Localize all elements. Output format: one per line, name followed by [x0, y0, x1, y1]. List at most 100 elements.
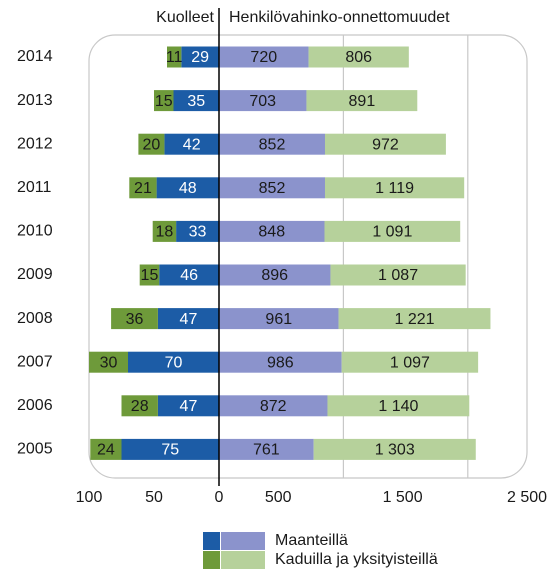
x-tick-label: 100: [76, 489, 103, 506]
bar-left: [121, 395, 158, 417]
bar-left: [176, 220, 219, 242]
value-label: 1 091: [372, 224, 412, 241]
y-tick-label: 2006: [17, 397, 53, 414]
y-tick-label: 2013: [17, 92, 53, 109]
y-tick-label: 2008: [17, 310, 53, 327]
value-label: 852: [259, 180, 286, 197]
bar-left: [173, 90, 219, 112]
bar-left: [111, 308, 158, 330]
y-tick-label: 2011: [17, 179, 52, 196]
value-label: 872: [260, 398, 287, 415]
y-tick-label: 2012: [17, 135, 53, 152]
bar-right: [219, 46, 309, 68]
x-tick-label: 50: [145, 489, 163, 506]
value-label: 46: [180, 267, 198, 284]
right-title: Henkilövahinko-onnettomuudet: [229, 9, 450, 26]
bar-left: [167, 46, 182, 68]
bar-right: [219, 308, 339, 330]
bar-right: [313, 438, 476, 460]
value-label: 15: [141, 267, 159, 284]
legend-swatch: [203, 551, 220, 569]
y-tick-label: 2005: [17, 441, 53, 458]
value-label: 47: [180, 311, 198, 328]
bar-right: [338, 308, 491, 330]
value-label: 1 221: [394, 311, 434, 328]
bar-right: [327, 395, 470, 417]
bar-right: [219, 395, 328, 417]
value-label: 75: [161, 442, 179, 459]
y-tick-label: 2007: [17, 353, 53, 370]
x-tick-label: 500: [265, 489, 292, 506]
bar-right: [308, 46, 409, 68]
bar-right: [341, 351, 479, 373]
value-label: 70: [165, 354, 183, 371]
bar-right: [219, 133, 325, 155]
bar-left: [89, 351, 128, 373]
y-tick-label: 2010: [17, 223, 53, 240]
value-label: 703: [249, 93, 276, 110]
value-label: 972: [372, 136, 399, 153]
bar-right: [219, 90, 307, 112]
value-label: 891: [349, 93, 376, 110]
value-label: 42: [183, 136, 201, 153]
value-label: 48: [179, 180, 197, 197]
bar-right: [324, 177, 465, 199]
bar-left: [138, 133, 165, 155]
bar-left: [152, 220, 177, 242]
legend-label: Kaduilla ja yksityisteillä: [275, 551, 438, 568]
bar-right: [306, 90, 418, 112]
bar-right: [330, 264, 466, 286]
bar-left: [157, 308, 219, 330]
bar-left: [139, 264, 160, 286]
value-label: 24: [97, 442, 115, 459]
value-label: 1 087: [378, 267, 418, 284]
value-label: 47: [180, 398, 198, 415]
legend-label: Maanteillä: [275, 532, 348, 549]
value-label: 896: [261, 267, 288, 284]
bar-right: [219, 220, 325, 242]
bar-right: [219, 438, 314, 460]
value-label: 30: [100, 354, 118, 371]
value-label: 29: [191, 49, 209, 66]
bar-right: [219, 177, 325, 199]
value-label: 33: [189, 224, 207, 241]
value-label: 852: [259, 136, 286, 153]
bar-right: [219, 264, 331, 286]
value-label: 848: [258, 224, 285, 241]
value-label: 1 140: [378, 398, 418, 415]
bar-left: [90, 438, 122, 460]
value-label: 986: [267, 354, 294, 371]
value-label: 21: [134, 180, 152, 197]
x-tick-label: 0: [215, 489, 224, 506]
bar-left: [121, 438, 219, 460]
bar-right: [219, 351, 342, 373]
bar-left: [181, 46, 219, 68]
left-title: Kuolleet: [156, 9, 214, 26]
y-tick-label: 2014: [17, 48, 53, 65]
y-tick-label: 2009: [17, 266, 53, 283]
value-label: 20: [143, 136, 161, 153]
value-label: 1 097: [390, 354, 430, 371]
value-label: 1 119: [375, 180, 414, 197]
value-label: 18: [156, 224, 174, 241]
value-label: 961: [265, 311, 292, 328]
value-label: 36: [126, 311, 144, 328]
value-label: 1 303: [375, 442, 415, 459]
bar-left: [164, 133, 219, 155]
plot-frame: [88, 34, 528, 479]
value-label: 11: [166, 49, 183, 66]
bar-right: [324, 220, 461, 242]
bar-right: [324, 133, 446, 155]
x-tick-label: 2 500: [507, 489, 547, 506]
value-label: 15: [155, 93, 173, 110]
bar-left: [128, 351, 219, 373]
value-label: 35: [187, 93, 205, 110]
bar-left: [159, 264, 219, 286]
legend-swatch: [203, 532, 220, 550]
bar-left: [154, 90, 174, 112]
legend-swatch: [221, 532, 265, 550]
bar-left: [157, 395, 219, 417]
value-label: 761: [253, 442, 280, 459]
x-tick-label: 1 500: [383, 489, 423, 506]
